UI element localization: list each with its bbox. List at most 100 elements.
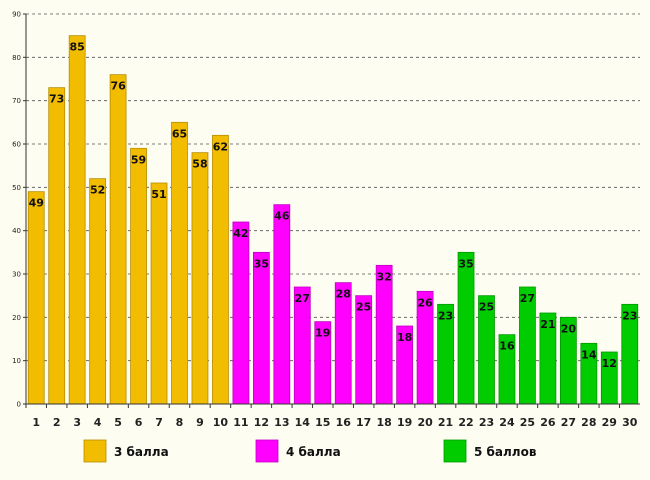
- data-label-6: 59: [131, 153, 146, 166]
- bar-5: [109, 74, 127, 405]
- data-label-17: 25: [356, 301, 371, 314]
- bar-9: [191, 152, 209, 405]
- y-axis-ticks: 0 10 20 30 40 50 60 70 80 90: [12, 11, 26, 409]
- x-tick-label-13: 13: [274, 416, 289, 429]
- x-tick-label-11: 11: [233, 416, 248, 429]
- bar-7: [150, 182, 168, 405]
- bar-12: [252, 251, 270, 405]
- x-tick-label-7: 7: [155, 416, 163, 429]
- x-tick-label-17: 17: [356, 416, 371, 429]
- data-label-24: 16: [499, 340, 515, 353]
- legend-label-1: 3 балла: [114, 445, 169, 459]
- data-label-1: 49: [29, 197, 44, 210]
- x-tick-label-28: 28: [581, 416, 596, 429]
- data-label-15: 19: [315, 327, 330, 340]
- data-label-19: 18: [397, 331, 412, 344]
- x-tick-label-18: 18: [377, 416, 392, 429]
- bar-1: [27, 191, 45, 405]
- x-tick-label-2: 2: [53, 416, 61, 429]
- y-tick-label-10: 10: [12, 357, 21, 365]
- bar-13: [273, 204, 291, 405]
- bar-11: [232, 221, 250, 405]
- legend-swatch-1: [83, 439, 107, 463]
- data-label-12: 35: [254, 257, 269, 270]
- y-tick-label-20: 20: [12, 314, 21, 322]
- bar-3: [68, 35, 86, 405]
- x-tick-label-15: 15: [315, 416, 330, 429]
- y-tick-label-80: 80: [12, 54, 21, 62]
- x-tick-label-27: 27: [561, 416, 576, 429]
- data-label-3: 85: [70, 41, 85, 54]
- data-label-28: 14: [581, 348, 597, 361]
- legend-swatch-2: [255, 439, 279, 463]
- x-tick-label-12: 12: [254, 416, 269, 429]
- x-tick-label-19: 19: [397, 416, 412, 429]
- y-tick-label-50: 50: [12, 184, 21, 192]
- data-label-4: 52: [90, 184, 105, 197]
- grid-lines: [26, 13, 640, 362]
- x-tick-label-30: 30: [622, 416, 638, 429]
- data-label-27: 20: [561, 322, 577, 335]
- bar-4: [89, 178, 107, 405]
- legend-label-2: 4 балла: [286, 445, 341, 459]
- data-label-22: 35: [458, 257, 473, 270]
- x-tick-label-26: 26: [540, 416, 556, 429]
- bar-22: [457, 251, 475, 405]
- y-tick-label-70: 70: [12, 97, 21, 105]
- data-label-11: 42: [233, 227, 248, 240]
- x-tick-label-8: 8: [176, 416, 184, 429]
- bar-16: [334, 282, 352, 405]
- x-tick-label-4: 4: [94, 416, 102, 429]
- x-tick-label-20: 20: [417, 416, 433, 429]
- data-label-8: 65: [172, 127, 187, 140]
- y-tick-label-0: 0: [17, 401, 21, 409]
- data-label-16: 28: [336, 288, 351, 301]
- data-label-18: 32: [377, 270, 392, 283]
- x-tick-label-23: 23: [479, 416, 494, 429]
- data-label-26: 21: [540, 318, 555, 331]
- legend: 3 балла 4 балла 5 баллов: [83, 439, 537, 463]
- x-tick-label-5: 5: [114, 416, 122, 429]
- x-tick-label-6: 6: [135, 416, 143, 429]
- x-tick-label-9: 9: [196, 416, 204, 429]
- data-label-21: 23: [438, 309, 453, 322]
- data-label-20: 26: [417, 296, 433, 309]
- x-tick-label-22: 22: [458, 416, 473, 429]
- axes: [25, 14, 640, 405]
- data-label-13: 46: [274, 210, 290, 223]
- data-label-9: 58: [192, 158, 207, 171]
- x-tick-label-1: 1: [32, 416, 40, 429]
- data-label-2: 73: [49, 93, 64, 106]
- x-axis-ticks: 1 2 3 4 5 6 7 8 9 10 11 12 13 14 15 16 17 18 19 20 21 22 23 24 2…: [25, 404, 638, 429]
- x-tick-label-21: 21: [438, 416, 453, 429]
- x-tick-label-3: 3: [73, 416, 81, 429]
- legend-label-3: 5 баллов: [474, 445, 537, 459]
- bar-2: [48, 87, 66, 405]
- x-tick-label-29: 29: [602, 416, 617, 429]
- data-label-29: 12: [602, 357, 617, 370]
- x-tick-label-10: 10: [213, 416, 229, 429]
- x-tick-label-24: 24: [499, 416, 515, 429]
- data-label-23: 25: [479, 301, 494, 314]
- x-tick-label-16: 16: [336, 416, 352, 429]
- data-label-14: 27: [295, 292, 310, 305]
- y-tick-label-30: 30: [12, 271, 21, 279]
- data-label-5: 76: [110, 80, 126, 93]
- x-tick-label-25: 25: [520, 416, 535, 429]
- y-tick-label-90: 90: [12, 11, 21, 19]
- bar-6: [130, 147, 147, 405]
- bar-10: [212, 134, 229, 405]
- y-tick-label-40: 40: [12, 227, 21, 235]
- data-label-30: 23: [622, 309, 637, 322]
- data-labels: 49 73 85 52 76 59 51 65 58 62 42 35 46 27 19 28 25 32 18 26…: [29, 41, 638, 370]
- bar-18: [375, 264, 393, 405]
- legend-swatch-3: [443, 439, 467, 463]
- data-label-10: 62: [213, 140, 228, 153]
- data-label-7: 51: [151, 188, 166, 201]
- bars: [27, 35, 639, 405]
- x-tick-label-14: 14: [295, 416, 311, 429]
- data-label-25: 27: [520, 292, 535, 305]
- y-tick-label-60: 60: [12, 141, 21, 149]
